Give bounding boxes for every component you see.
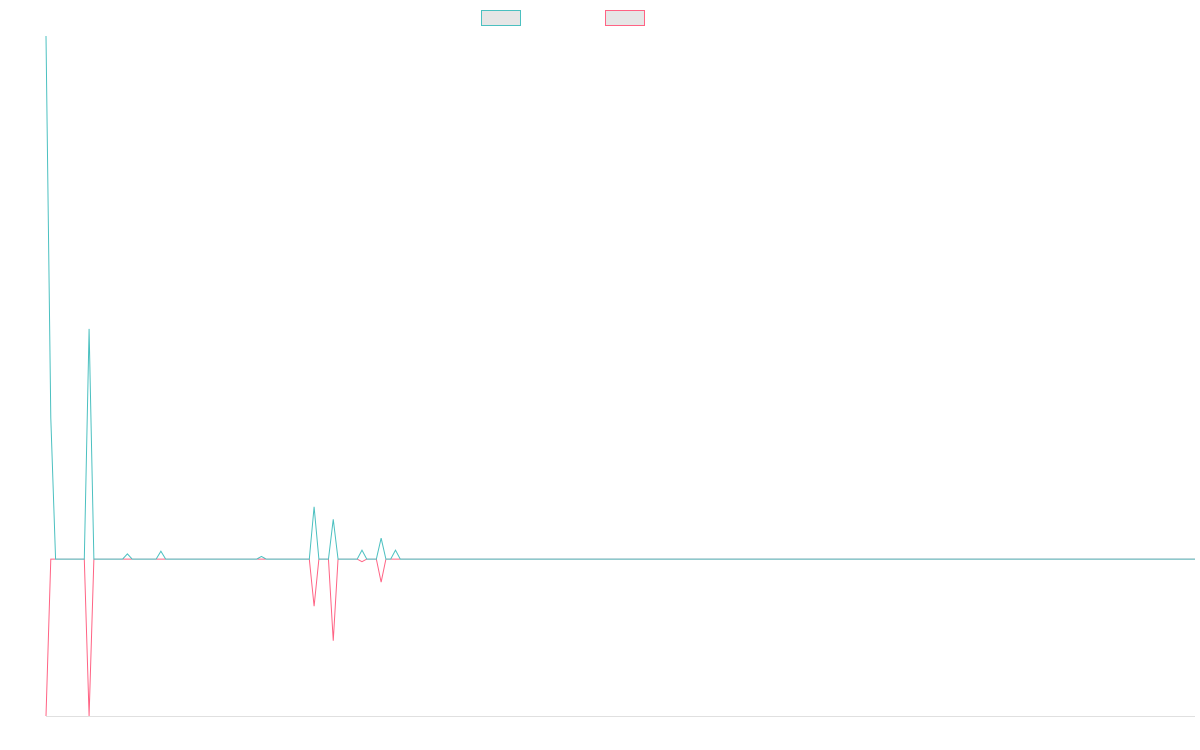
legend-swatch [481,10,521,26]
series-line [45,558,1195,717]
series-line [45,35,1195,560]
legend-swatch [605,10,645,26]
